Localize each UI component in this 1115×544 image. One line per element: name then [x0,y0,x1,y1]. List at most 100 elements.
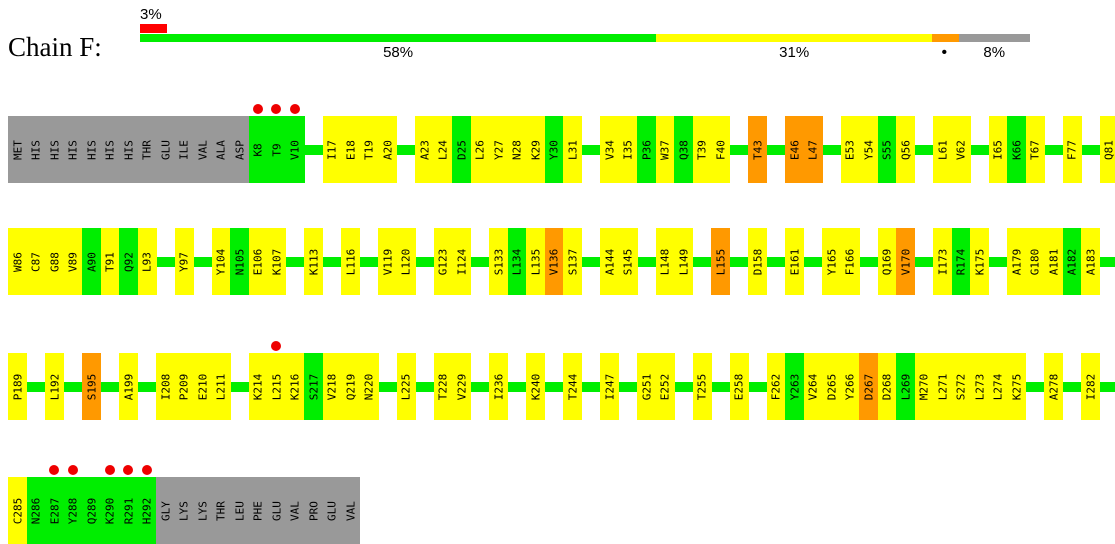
residue-label: T19 [362,139,376,160]
residue-label: HIS [48,139,61,160]
residue-label: THR [214,500,228,521]
residue-label: V89 [66,251,80,272]
sequence-row: MET HIS HIS HIS HIS HIS HIS THR GLU ILE VAL ALA ASP K… [0,104,1115,183]
residue: VAL [341,477,360,544]
residue-label: Y263 [788,373,801,400]
residue: Q38 [674,116,693,183]
residue-label: THR [140,139,154,160]
residue-label: R174 [954,248,968,275]
residue: V229 [452,353,471,420]
residue: S55 [877,116,897,183]
summary-label-yellow: 31% [779,44,810,61]
residue: M270 [914,353,934,420]
residue: Y263 [785,353,804,420]
residue: K29 [526,116,545,183]
residue-marker-dot [104,465,115,475]
residue: C285 [8,477,27,544]
residue: V264 [803,353,823,420]
residue-label: L274 [991,373,1005,400]
residue-label: K214 [251,373,265,400]
residue-label: L225 [399,373,413,400]
residue-label: G88 [48,251,61,272]
residue-label: MET [11,139,24,160]
residue: Q92 [119,228,138,295]
summary-dot-marker: • [941,44,948,61]
residue: E53 [840,116,860,183]
residue-label: T67 [1028,139,1042,160]
summary-top-segment [140,24,167,33]
residue: L93 [137,228,157,295]
residue: T19 [359,116,379,183]
summary-bar [140,34,1030,42]
residue-label: V136 [547,248,561,275]
residue: W86 [8,228,27,295]
residue-label: H292 [140,497,154,524]
residue: Y165 [822,228,841,295]
residue: GLU [156,116,175,183]
residue-label: T9 [270,142,283,157]
residue: Y30 [544,116,564,183]
residue: F262 [766,353,786,420]
residue: P209 [174,353,194,420]
residue: T228 [433,353,453,420]
residue-label: ASP [233,139,246,160]
residue-label: E287 [48,497,61,524]
residue: HIS [63,116,83,183]
residue-label: T91 [103,251,117,272]
residue-label: G123 [436,248,450,275]
sequence-row: P189 L192 S195 A199 I208 P209 E210 L211 K214 L215… [0,341,1115,420]
residue: L148 [655,228,675,295]
residue-label: F77 [1065,139,1079,160]
residue-label: K216 [288,373,302,400]
residue: E252 [655,353,675,420]
residue-label: Y54 [862,139,875,160]
residue: K175 [970,228,989,295]
residue-label: W37 [658,139,672,160]
residue: L149 [674,228,693,295]
residue: Y266 [840,353,860,420]
residue: K216 [285,353,305,420]
residue-label: F262 [769,373,783,400]
residue-label: E161 [788,248,801,275]
residue-label: E46 [788,139,801,160]
residue-label: D268 [880,373,894,400]
residue-label: Y27 [492,139,505,160]
residue: L273 [970,353,989,420]
residue: I247 [600,353,619,420]
residue: I17 [322,116,342,183]
residue-label: G180 [1028,248,1042,275]
residue: V218 [322,353,342,420]
residue-label: G251 [640,373,653,400]
residue-label: I124 [455,248,468,275]
residue-label: L211 [214,373,228,400]
residue-label: V62 [954,139,968,160]
residue-label: L192 [48,373,61,400]
chain-title: Chain F: [8,32,102,62]
residue-label: E258 [732,373,746,400]
residue-label: N220 [362,373,376,400]
residue-marker-dot [252,104,263,114]
residue: S272 [951,353,971,420]
residue: S217 [304,353,323,420]
residue-label: HIS [103,139,117,160]
residue: T255 [692,353,712,420]
residue-label: ALA [214,139,228,160]
residue: L225 [396,353,416,420]
residue-label: LYS [177,500,191,521]
residue-label: V170 [899,248,912,275]
residue-label: L269 [899,373,912,400]
residue-label: T43 [751,139,764,160]
residue: L26 [470,116,490,183]
residue: L61 [933,116,952,183]
residue-label: L215 [270,373,283,400]
residue-label: D265 [825,373,838,400]
residue-label: T39 [695,139,709,160]
residue: Y54 [859,116,878,183]
residue-label: E210 [196,373,209,400]
residue: LEU [230,477,249,544]
residue: L31 [563,116,582,183]
backbone-line [8,381,1115,392]
residue-label: Q81 [1102,139,1115,160]
residue-label: I65 [991,139,1005,160]
residue: T9 [267,116,286,183]
